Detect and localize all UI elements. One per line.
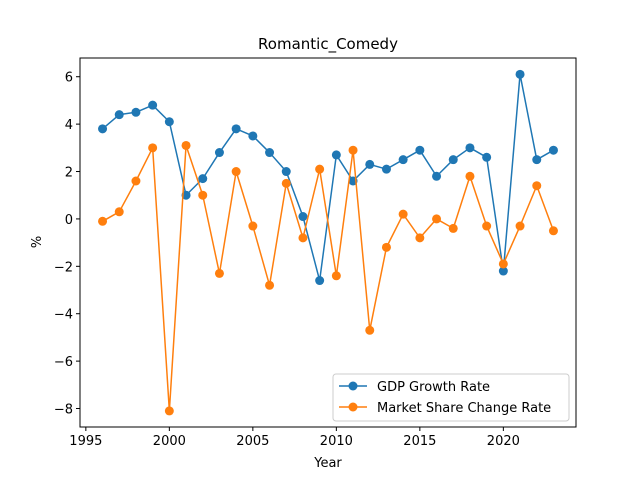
gdp-growth-rate-point — [281, 167, 291, 177]
x-tick-label: 2000 — [153, 434, 186, 449]
plot-frame — [79, 57, 577, 428]
market-share-change-rate-point — [365, 325, 375, 335]
market-share-change-rate-point — [181, 140, 191, 150]
gdp-growth-rate-point — [265, 148, 275, 158]
chart-title: Romantic_Comedy — [258, 35, 398, 54]
market-share-change-rate-point — [298, 233, 308, 243]
market-share-change-rate-point — [214, 268, 224, 278]
market-share-change-rate-point — [348, 145, 358, 155]
market-share-change-rate-line — [102, 144, 555, 412]
market-share-change-rate-point — [515, 221, 525, 231]
legend-marker-market-share-change-rate — [348, 402, 358, 412]
market-share-change-rate-point — [148, 143, 158, 153]
legend-label-market-share-change-rate: Market Share Change Rate — [377, 401, 551, 416]
gdp-growth-rate-point — [198, 174, 208, 184]
gdp-growth-rate-point — [148, 100, 158, 110]
x-tick-label: 2015 — [403, 434, 436, 449]
gdp-growth-rate-point — [248, 131, 258, 141]
x-tick-label: 2010 — [320, 434, 353, 449]
legend: GDP Growth Rate Market Share Change Rate — [332, 373, 570, 422]
market-share-change-rate-point — [482, 221, 492, 231]
gdp-growth-rate-point — [448, 155, 458, 165]
market-share-change-rate-point — [231, 167, 241, 177]
market-share-change-rate-point — [265, 280, 275, 290]
gdp-growth-rate-point — [231, 124, 241, 134]
market-share-change-rate-point — [131, 176, 141, 186]
market-share-change-rate-point — [198, 190, 208, 200]
market-share-change-rate-point — [381, 242, 391, 252]
market-share-change-rate-point — [398, 209, 408, 219]
plot-layer — [98, 69, 558, 416]
y-axis-label: % — [30, 236, 45, 248]
y-tick-label: −4 — [54, 308, 73, 323]
y-tick-label: 0 — [65, 213, 73, 228]
gdp-growth-rate-point — [432, 171, 442, 181]
y-tick-label: 4 — [65, 118, 73, 133]
market-share-change-rate-point — [448, 223, 458, 233]
gdp-growth-rate-point — [131, 107, 141, 117]
market-share-change-rate-point — [532, 181, 542, 191]
legend-frame — [332, 373, 570, 422]
market-share-change-rate-point — [415, 233, 425, 243]
x-axis: 1995 2000 2005 2010 2015 2020 — [69, 427, 520, 449]
market-share-change-rate-point — [465, 171, 475, 181]
gdp-growth-rate-point — [365, 159, 375, 169]
market-share-change-rate-point — [331, 271, 341, 281]
gdp-growth-rate-point — [498, 266, 508, 276]
y-tick-label: −8 — [54, 403, 73, 418]
y-axis: −8 −6 −4 −2 0 2 4 6 — [54, 71, 80, 418]
gdp-growth-rate-point — [515, 69, 525, 79]
market-share-change-rate-point — [315, 164, 325, 174]
market-share-change-rate-point — [114, 207, 124, 217]
legend-label-gdp-growth-rate: GDP Growth Rate — [377, 380, 490, 395]
market-share-change-rate-point — [548, 226, 558, 236]
gdp-growth-rate-point — [465, 143, 475, 153]
x-tick-label: 2005 — [236, 434, 269, 449]
gdp-growth-rate-point — [98, 124, 108, 134]
y-tick-label: 2 — [65, 166, 73, 181]
gdp-growth-rate-point — [482, 152, 492, 162]
y-tick-label: −2 — [54, 260, 73, 275]
x-tick-label: 2020 — [487, 434, 520, 449]
gdp-growth-rate-point — [381, 164, 391, 174]
gdp-growth-rate-point — [331, 150, 341, 160]
x-axis-label: Year — [313, 456, 342, 471]
gdp-growth-rate-point — [214, 148, 224, 158]
gdp-growth-rate-point — [398, 155, 408, 165]
market-share-change-rate-point — [498, 259, 508, 269]
y-tick-label: −6 — [54, 355, 73, 370]
gdp-growth-rate-point — [532, 155, 542, 165]
gdp-growth-rate-point — [548, 145, 558, 155]
gdp-growth-rate-point — [164, 117, 174, 127]
y-tick-label: 6 — [65, 71, 73, 86]
gdp-growth-rate-point — [315, 276, 325, 286]
x-tick-label: 1995 — [69, 434, 102, 449]
market-share-change-rate-point — [281, 178, 291, 188]
gdp-growth-rate-point — [114, 110, 124, 120]
market-share-change-rate-point — [432, 214, 442, 224]
legend-marker-gdp-growth-rate — [348, 381, 358, 391]
market-share-change-rate-point — [98, 216, 108, 226]
market-share-change-rate-point — [164, 406, 174, 416]
gdp-growth-rate-point — [298, 212, 308, 222]
market-share-change-rate-point — [248, 221, 258, 231]
gdp-growth-rate-point — [415, 145, 425, 155]
